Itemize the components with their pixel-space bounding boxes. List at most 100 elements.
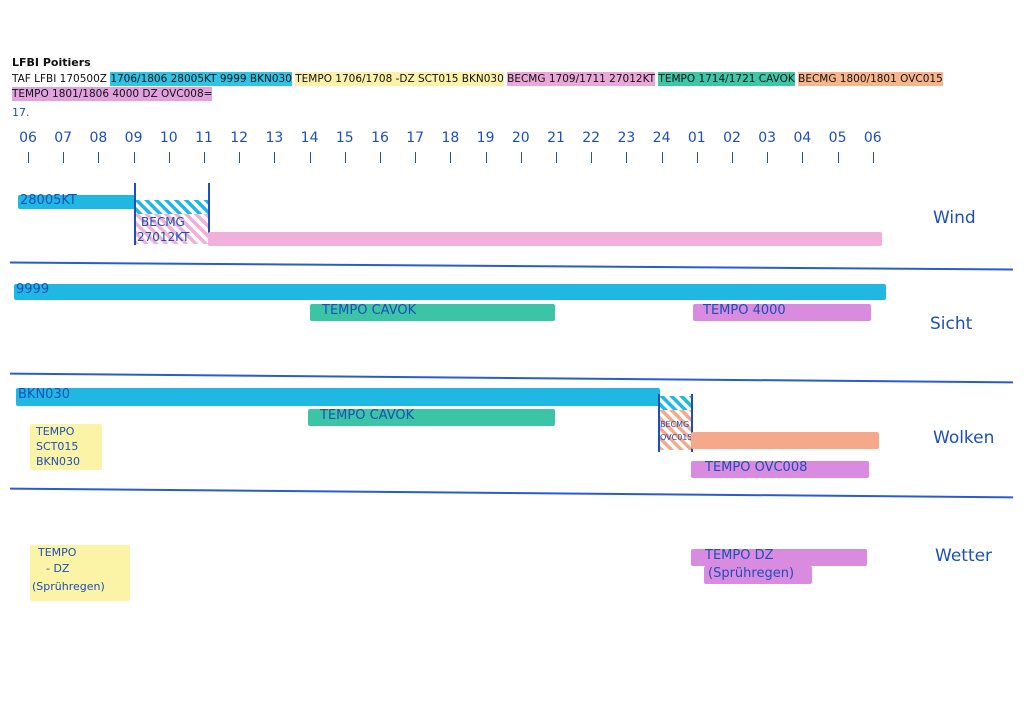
hour-tick bbox=[626, 152, 628, 163]
row-name-wolken: Wolken bbox=[933, 428, 995, 448]
wetter-tempo-dz-label-2: (Sprühregen) bbox=[708, 566, 795, 581]
wetter-tempo-note-3: (Sprühregen) bbox=[32, 580, 105, 593]
hour-label: 05 bbox=[828, 130, 847, 146]
day-label: 17. bbox=[12, 106, 30, 119]
hour-tick bbox=[837, 152, 839, 163]
hour-tick bbox=[556, 152, 557, 163]
taf-segment: TEMPO 1714/1721 CAVOK bbox=[658, 72, 795, 86]
hour-label: 21 bbox=[547, 130, 565, 146]
hour-tick bbox=[872, 152, 874, 163]
hour-label: 23 bbox=[617, 130, 636, 146]
hour-label: 13 bbox=[265, 130, 284, 146]
hour-tick bbox=[767, 152, 769, 163]
hour-tick bbox=[133, 152, 135, 163]
hour-tick bbox=[309, 152, 311, 163]
taf-segment: TEMPO 1706/1708 -DZ SCT015 BKN030 bbox=[295, 72, 504, 86]
sicht-tempo-cavok-bar bbox=[310, 304, 555, 321]
taf-segment: BECMG 1800/1801 OVC015 bbox=[798, 72, 943, 86]
wind-becmg-label-1: BECMG bbox=[141, 215, 185, 229]
hour-tick bbox=[696, 152, 698, 163]
hour-tick bbox=[239, 152, 241, 163]
taf-text: TAF LFBI 170500Z 1706/1806 28005KT 9999 … bbox=[12, 72, 972, 102]
wolken-tempo-yellow-note bbox=[30, 424, 102, 470]
hour-tick bbox=[415, 152, 417, 163]
wolken-becmg-start-line bbox=[658, 394, 660, 452]
hour-tick bbox=[344, 152, 346, 163]
hour-label: 01 bbox=[687, 130, 706, 146]
hour-tick bbox=[98, 152, 100, 163]
wolken-tempo-note-2: SCT015 bbox=[36, 440, 79, 453]
wetter-tempo-note-1: TEMPO bbox=[38, 546, 77, 559]
hour-tick bbox=[28, 152, 29, 163]
separator-wolken-wetter bbox=[10, 487, 1013, 498]
hour-tick bbox=[661, 152, 663, 163]
taf-segment: 1706/1806 28005KT 9999 BKN030 bbox=[110, 72, 292, 86]
taf-segment: TEMPO 1801/1806 4000 DZ OVC008= bbox=[12, 87, 213, 101]
row-name-wetter: Wetter bbox=[935, 546, 993, 566]
wind-becmg-hatch bbox=[134, 200, 210, 214]
sicht-base-bar bbox=[14, 284, 886, 300]
wetter-tempo-note-2: - DZ bbox=[46, 562, 70, 575]
hour-label: 02 bbox=[723, 130, 741, 146]
sicht-base-label: 9999 bbox=[16, 282, 50, 297]
hour-label: 06 bbox=[19, 130, 37, 146]
taf-segment: BECMG 1709/1711 27012KT bbox=[507, 72, 656, 86]
wolken-orange-bar bbox=[691, 432, 879, 449]
hour-tick bbox=[204, 152, 205, 163]
hour-tick bbox=[485, 152, 487, 163]
wolken-tempo-note-1: TEMPO bbox=[36, 425, 75, 438]
wind-becmg-label-2: 27012KT bbox=[137, 230, 190, 244]
wolken-tempo-cavok-label: TEMPO CAVOK bbox=[320, 408, 415, 423]
wind-pink-bar bbox=[208, 232, 882, 246]
wolken-becmg-hatch-cyan bbox=[659, 396, 691, 410]
hour-label: 20 bbox=[511, 130, 530, 146]
wolken-base-label: BKN030 bbox=[18, 387, 70, 402]
sicht-tempo-4000-bar bbox=[693, 304, 871, 321]
hour-label: 10 bbox=[159, 130, 178, 146]
wetter-tempo-dz-label-1: TEMPO DZ bbox=[705, 548, 774, 563]
wolken-base-bar bbox=[16, 388, 660, 406]
hour-label: 18 bbox=[441, 130, 460, 146]
wetter-tempo-dz-bar bbox=[691, 549, 867, 566]
sicht-tempo-4000-label: TEMPO 4000 bbox=[703, 303, 786, 318]
wolken-becmg-label-2: OVC015 bbox=[660, 433, 693, 442]
wind-base-label: 28005KT bbox=[20, 193, 77, 208]
hour-label: 14 bbox=[300, 130, 319, 146]
hour-tick bbox=[591, 152, 593, 163]
wolken-becmg-end-line bbox=[691, 394, 693, 452]
hour-label: 03 bbox=[758, 130, 777, 146]
wind-becmg-end-line bbox=[208, 183, 210, 245]
hour-label: 22 bbox=[582, 130, 601, 146]
wind-becmg-pink-hatch bbox=[134, 214, 208, 244]
wind-base-bar bbox=[18, 195, 135, 209]
hour-label: 07 bbox=[54, 130, 73, 146]
hour-tick bbox=[380, 152, 381, 163]
row-name-wind: Wind bbox=[933, 208, 976, 228]
station-title: LFBI Poitiers bbox=[12, 56, 91, 69]
hour-label: 04 bbox=[793, 130, 812, 146]
hour-label: 17 bbox=[406, 130, 425, 146]
sicht-tempo-cavok-label: TEMPO CAVOK bbox=[322, 303, 417, 318]
wolken-tempo-ovc-label: TEMPO OVC008 bbox=[705, 460, 808, 475]
hour-tick bbox=[274, 152, 276, 163]
wind-becmg-start-line bbox=[134, 183, 136, 245]
separator-sicht-wolken bbox=[10, 372, 1013, 383]
wolken-tempo-cavok-bar bbox=[308, 409, 555, 426]
hour-tick bbox=[168, 152, 170, 163]
taf-segment: TAF LFBI 170500Z bbox=[12, 73, 111, 85]
hour-label: 24 bbox=[652, 130, 671, 146]
wolken-tempo-note-3: BKN030 bbox=[36, 455, 80, 468]
hour-label: 15 bbox=[335, 130, 354, 146]
wetter-tempo-dz-bar-sub bbox=[704, 566, 812, 584]
hour-tick bbox=[732, 152, 733, 163]
hour-label: 11 bbox=[195, 130, 213, 146]
hour-label: 08 bbox=[89, 130, 108, 146]
hour-tick bbox=[450, 152, 452, 163]
hour-label: 12 bbox=[230, 130, 249, 146]
wetter-tempo-yellow-note bbox=[30, 545, 130, 601]
hour-label: 19 bbox=[476, 130, 495, 146]
wolken-becmg-label-1: BECMG bbox=[660, 420, 690, 429]
wolken-tempo-ovc-bar bbox=[691, 461, 869, 478]
separator-wind-sicht bbox=[10, 261, 1013, 271]
row-name-sicht: Sicht bbox=[930, 314, 973, 334]
